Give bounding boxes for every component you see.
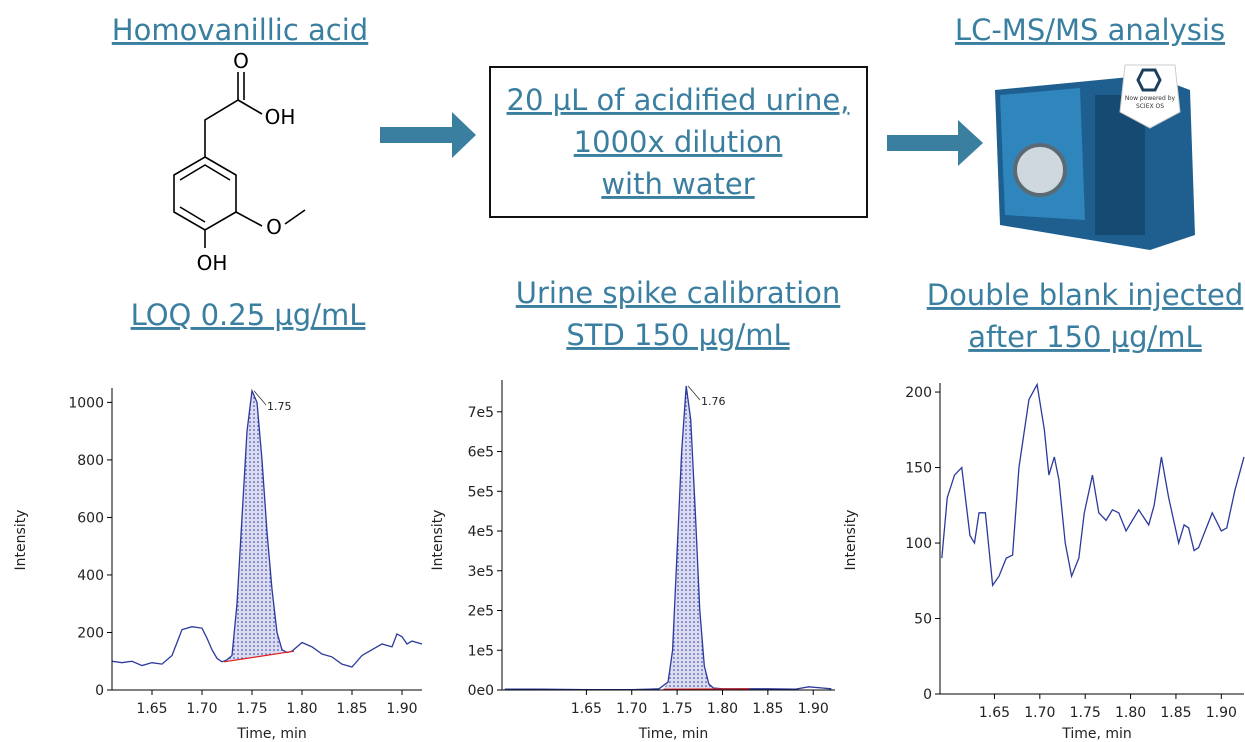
y-tick-label: 50 bbox=[914, 612, 932, 628]
trace bbox=[941, 382, 1245, 588]
x-tick-label: 1.85 bbox=[336, 701, 367, 717]
x-tick-label: 1.85 bbox=[1160, 705, 1191, 721]
atom-label: O bbox=[233, 49, 249, 73]
baseline bbox=[223, 650, 295, 663]
x-tick-label: 1.70 bbox=[186, 701, 217, 717]
y-tick-label: 4e5 bbox=[468, 524, 494, 540]
peak-label: 1.76 bbox=[701, 395, 726, 408]
y-tick-label: 0e0 bbox=[468, 683, 494, 699]
y-axis-label: Intensity bbox=[430, 510, 446, 571]
x-tick-label: 1.85 bbox=[752, 701, 783, 717]
badge-text: SCIEX OS bbox=[1136, 103, 1164, 110]
y-axis-label: Intensity bbox=[13, 510, 29, 571]
atom-label: OH bbox=[265, 105, 296, 129]
y-tick-label: 0 bbox=[95, 683, 104, 699]
y-tick-label: 200 bbox=[77, 625, 104, 641]
y-tick-label: 100 bbox=[905, 536, 932, 552]
x-tick-label: 1.70 bbox=[616, 701, 647, 717]
y-tick-label: 2e5 bbox=[468, 604, 494, 620]
badge-text: Now powered by bbox=[1125, 95, 1176, 102]
x-tick-label: 1.75 bbox=[662, 701, 693, 717]
x-tick-label: 1.80 bbox=[286, 701, 317, 717]
x-tick-label: 1.90 bbox=[798, 701, 829, 717]
panel-title: after 150 µg/mL bbox=[968, 320, 1201, 354]
y-tick-label: 400 bbox=[77, 568, 104, 584]
x-axis-label: Time, min bbox=[236, 726, 307, 742]
panel-title: STD 150 µg/mL bbox=[566, 318, 789, 352]
box-text: with water bbox=[601, 167, 754, 201]
y-tick-label: 1000 bbox=[68, 395, 104, 411]
arrow bbox=[380, 112, 476, 158]
molecule bbox=[173, 72, 306, 248]
y-tick-label: 3e5 bbox=[468, 564, 494, 580]
x-tick-label: 1.80 bbox=[1115, 705, 1146, 721]
atom-label: OH bbox=[197, 251, 228, 275]
peak-area bbox=[224, 390, 294, 662]
peak-leader bbox=[253, 390, 267, 406]
box-text: 1000x dilution bbox=[574, 125, 783, 159]
x-tick-label: 1.80 bbox=[707, 701, 738, 717]
panel-title: LOQ 0.25 µg/mL bbox=[131, 298, 366, 332]
y-tick-label: 150 bbox=[905, 461, 932, 477]
y-tick-label: 600 bbox=[77, 510, 104, 526]
x-tick-label: 1.65 bbox=[136, 701, 167, 717]
peak-leader bbox=[687, 385, 701, 401]
y-tick-label: 1e5 bbox=[468, 643, 494, 659]
x-tick-label: 1.90 bbox=[386, 701, 417, 717]
y-tick-label: 200 bbox=[905, 385, 932, 401]
header: Homovanillic acid bbox=[112, 13, 368, 47]
y-tick-label: 800 bbox=[77, 453, 104, 469]
x-axis-label: Time, min bbox=[638, 726, 709, 742]
x-tick-label: 1.75 bbox=[236, 701, 267, 717]
x-tick-label: 1.75 bbox=[1070, 705, 1101, 721]
peak-label: 1.75 bbox=[267, 400, 292, 413]
x-tick-label: 1.65 bbox=[571, 701, 602, 717]
y-tick-label: 0 bbox=[923, 687, 932, 703]
panel-title: Urine spike calibration bbox=[516, 276, 841, 310]
x-tick-label: 1.70 bbox=[1024, 705, 1055, 721]
header: LC-MS/MS analysis bbox=[955, 13, 1225, 47]
arrow bbox=[887, 120, 983, 166]
panel-title: Double blank injected bbox=[927, 278, 1244, 312]
trace bbox=[111, 388, 423, 668]
atom-label: O bbox=[266, 215, 282, 239]
y-tick-label: 5e5 bbox=[468, 484, 494, 500]
box-text: 20 µL of acidified urine, bbox=[507, 83, 850, 117]
x-tick-label: 1.65 bbox=[979, 705, 1010, 721]
peak-area bbox=[663, 385, 750, 690]
trace bbox=[504, 385, 832, 691]
x-axis-label: Time, min bbox=[1061, 726, 1132, 742]
step-box bbox=[489, 66, 868, 218]
x-tick-label: 1.90 bbox=[1206, 705, 1237, 721]
y-tick-label: 7e5 bbox=[468, 405, 494, 421]
y-tick-label: 6e5 bbox=[468, 445, 494, 461]
y-axis-label: Intensity bbox=[843, 510, 859, 571]
instrument: Now powered by SCIEX OS bbox=[995, 64, 1195, 250]
